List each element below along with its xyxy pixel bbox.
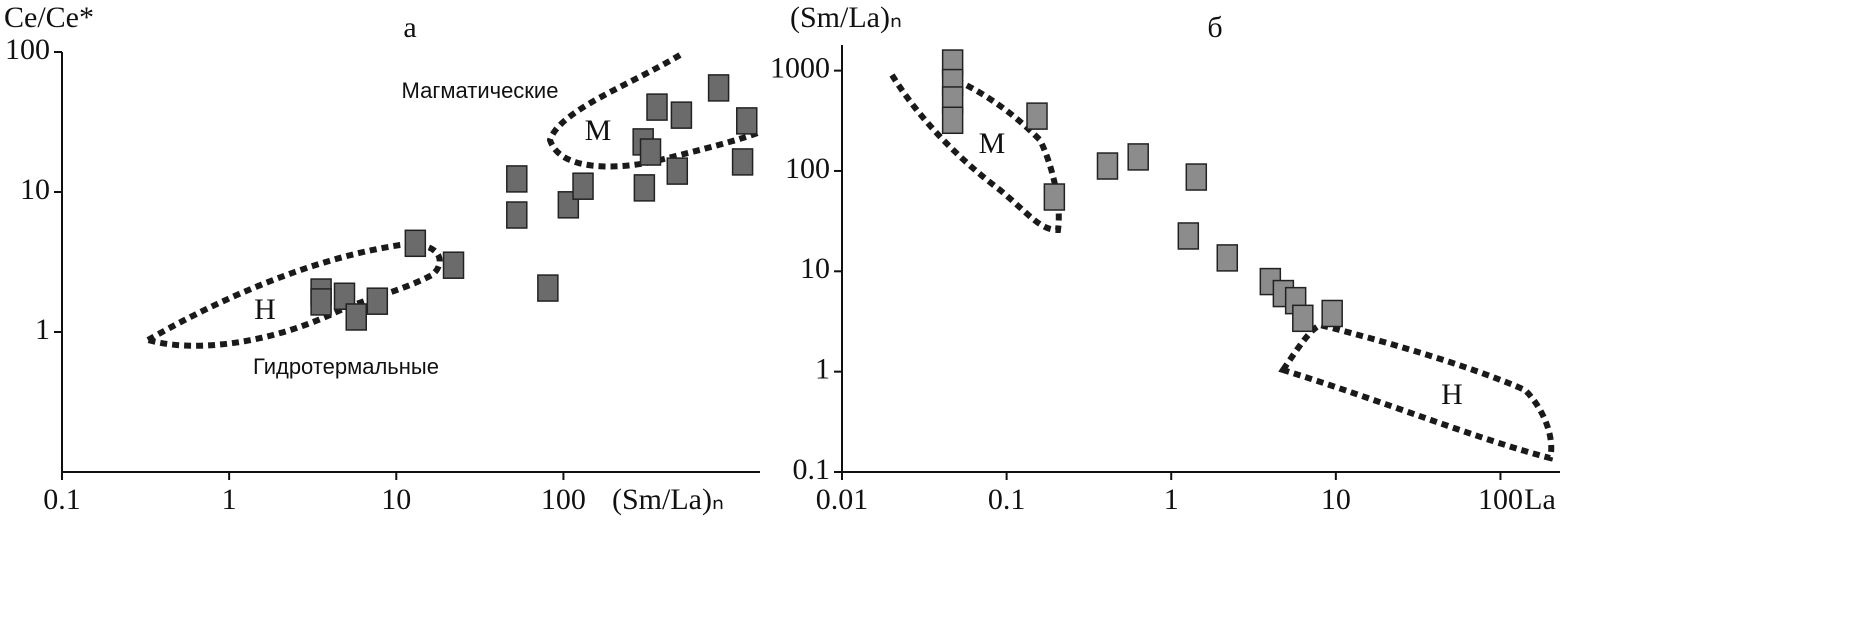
x-tick-label: 10 xyxy=(1321,483,1351,516)
data-point xyxy=(333,282,356,311)
annotation: Магматические xyxy=(402,78,559,103)
annotation: Н xyxy=(254,293,276,326)
x-tick-label: 1 xyxy=(222,483,237,516)
annotation: Н xyxy=(1441,378,1463,411)
y-tick-label: 1000 xyxy=(770,52,830,85)
x-tick-label: 0.1 xyxy=(43,483,81,516)
data-point xyxy=(537,274,559,302)
data-point xyxy=(1096,152,1119,180)
data-point xyxy=(639,138,662,166)
data-point xyxy=(366,287,389,315)
x-tick-label: 100 xyxy=(541,483,586,516)
data-point xyxy=(941,106,964,135)
data-point xyxy=(506,201,528,229)
annotation: Гидротермальные xyxy=(253,354,439,379)
data-point xyxy=(666,157,689,185)
y-tick-label: 10 xyxy=(20,173,50,206)
y-tick-label: 10 xyxy=(800,252,830,285)
y-tick-label: 0.1 xyxy=(793,453,831,486)
data-point xyxy=(707,74,730,102)
data-point xyxy=(670,101,693,129)
annotation: М xyxy=(585,114,612,147)
x-tick-label: 0.01 xyxy=(816,483,869,516)
data-point xyxy=(1185,163,1208,191)
data-point xyxy=(646,93,668,121)
y-tick-label: 1 xyxy=(35,313,50,346)
data-point xyxy=(404,229,427,258)
zone-outline xyxy=(889,72,1062,234)
data-point xyxy=(736,107,758,135)
zone-outline xyxy=(140,241,443,349)
data-point xyxy=(1043,183,1066,211)
data-point xyxy=(1321,299,1343,328)
chart-title: а xyxy=(403,11,416,44)
data-point xyxy=(506,165,528,193)
data-point xyxy=(1026,102,1048,130)
data-point xyxy=(310,288,332,316)
y-tick-label: 100 xyxy=(785,152,830,185)
chart-title: б xyxy=(1207,11,1222,44)
x-tick-label: 100 xyxy=(1478,483,1523,516)
y-tick-label: 100 xyxy=(5,33,50,66)
data-point xyxy=(345,303,367,331)
y-axis-label: (Sm/La)ₙ xyxy=(790,1,902,34)
x-tick-label: 10 xyxy=(381,483,411,516)
data-point xyxy=(1177,222,1200,250)
x-tick-label: 1 xyxy=(1164,483,1179,516)
y-axis-label: Ce/Ce* xyxy=(4,1,94,34)
x-axis-label: (Sm/La)ₙ xyxy=(612,483,724,516)
data-point xyxy=(633,174,656,202)
data-point xyxy=(1127,143,1149,171)
data-point xyxy=(572,172,594,200)
annotation: М xyxy=(979,127,1006,160)
data-point xyxy=(442,251,465,279)
data-point xyxy=(1292,304,1314,333)
y-tick-label: 1 xyxy=(815,353,830,386)
data-point xyxy=(731,148,754,176)
zone-outline xyxy=(1278,321,1555,462)
x-tick-label: 0.1 xyxy=(988,483,1026,516)
x-axis-label: La xyxy=(1524,483,1556,516)
data-point xyxy=(1216,244,1239,272)
